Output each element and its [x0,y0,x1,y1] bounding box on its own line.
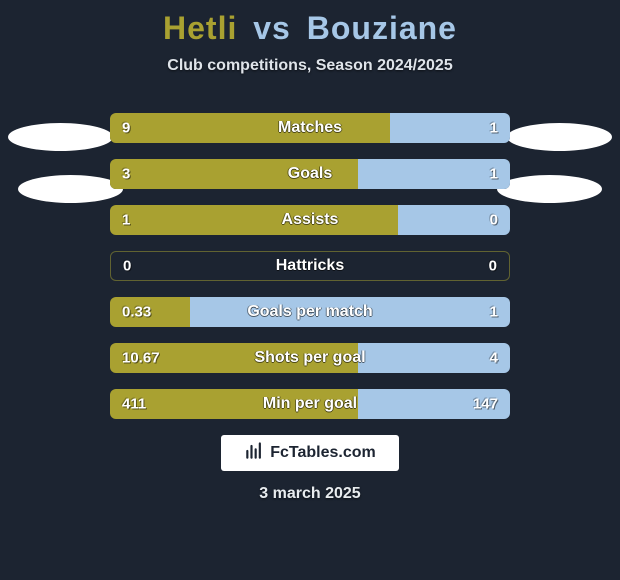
player2-photo-placeholder [507,123,612,151]
stat-value-left: 411 [122,396,146,413]
stat-value-left: 1 [122,212,130,229]
stat-bar-right [358,159,510,189]
stat-value-right: 1 [490,120,498,137]
stat-bar [110,343,510,373]
stat-value-left: 0 [123,258,131,275]
stat-row: 10Assists [110,205,510,235]
stat-value-right: 0 [489,258,497,275]
title-row: Hetli vs Bouziane [0,10,620,47]
stat-value-left: 9 [122,120,130,137]
stat-bar-left [110,205,398,235]
stat-bar [111,252,509,280]
brand-badge: FcTables.com [221,435,399,471]
player1-photo-placeholder-2 [18,175,123,203]
stat-value-right: 1 [490,166,498,183]
stat-value-right: 1 [490,304,498,321]
stat-bar-right [358,343,510,373]
player1-photo-placeholder [8,123,113,151]
stat-row: 0.331Goals per match [110,297,510,327]
comparison-card: Hetli vs Bouziane Club competitions, Sea… [0,0,620,580]
player2-name: Bouziane [307,10,457,46]
stat-bar [110,389,510,419]
bar-chart-icon [244,441,264,466]
stat-row: 31Goals [110,159,510,189]
stat-value-right: 0 [490,212,498,229]
player1-name: Hetli [163,10,237,46]
stat-value-left: 3 [122,166,130,183]
stat-row: 411147Min per goal [110,389,510,419]
stats-list: 91Matches31Goals10Assists00Hattricks0.33… [0,113,620,419]
brand-text: FcTables.com [270,444,376,462]
title-vs: vs [253,10,291,46]
stat-bar-left [110,159,358,189]
stat-bar [110,297,510,327]
stat-bar [110,113,510,143]
stat-value-left: 10.67 [122,350,160,367]
player2-photo-placeholder-2 [497,175,602,203]
stat-row: 10.674Shots per goal [110,343,510,373]
stat-bar [110,159,510,189]
footer-date: 3 march 2025 [0,485,620,503]
stat-bar-left [110,389,358,419]
stat-value-right: 147 [473,396,498,413]
stat-row: 00Hattricks [110,251,510,281]
stat-value-left: 0.33 [122,304,151,321]
stat-bar-left [110,113,390,143]
stat-value-right: 4 [490,350,498,367]
stat-bar [110,205,510,235]
stat-row: 91Matches [110,113,510,143]
stat-bar-right [190,297,510,327]
subtitle: Club competitions, Season 2024/2025 [0,57,620,75]
